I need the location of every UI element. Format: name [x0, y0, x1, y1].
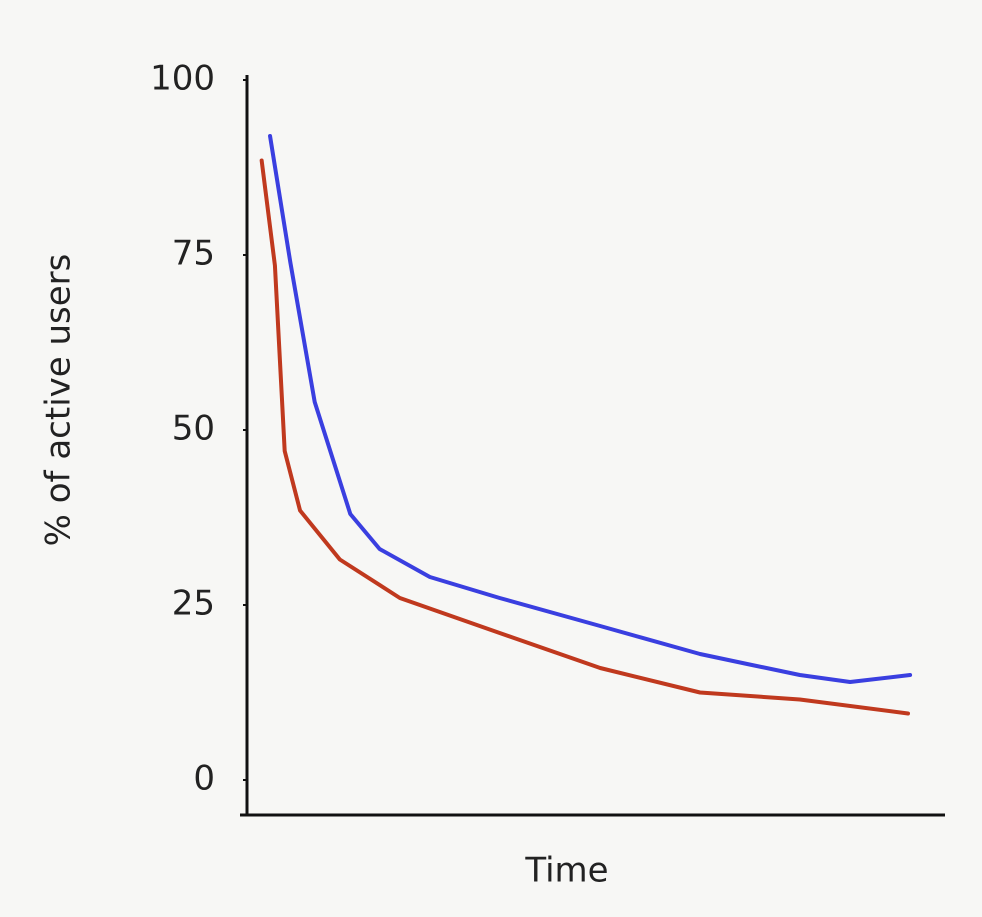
y-tick-label: 25 [172, 584, 215, 624]
y-tick-label: 50 [172, 409, 215, 449]
line-series [259, 158, 911, 716]
x-axis-title: Time [524, 851, 608, 891]
y-tick-label: 75 [172, 234, 215, 274]
y-tick-label: 100 [150, 59, 215, 99]
y-tick-label: 0 [193, 759, 215, 799]
line-series [268, 134, 913, 684]
y-axis-title: % of active users [39, 254, 79, 547]
